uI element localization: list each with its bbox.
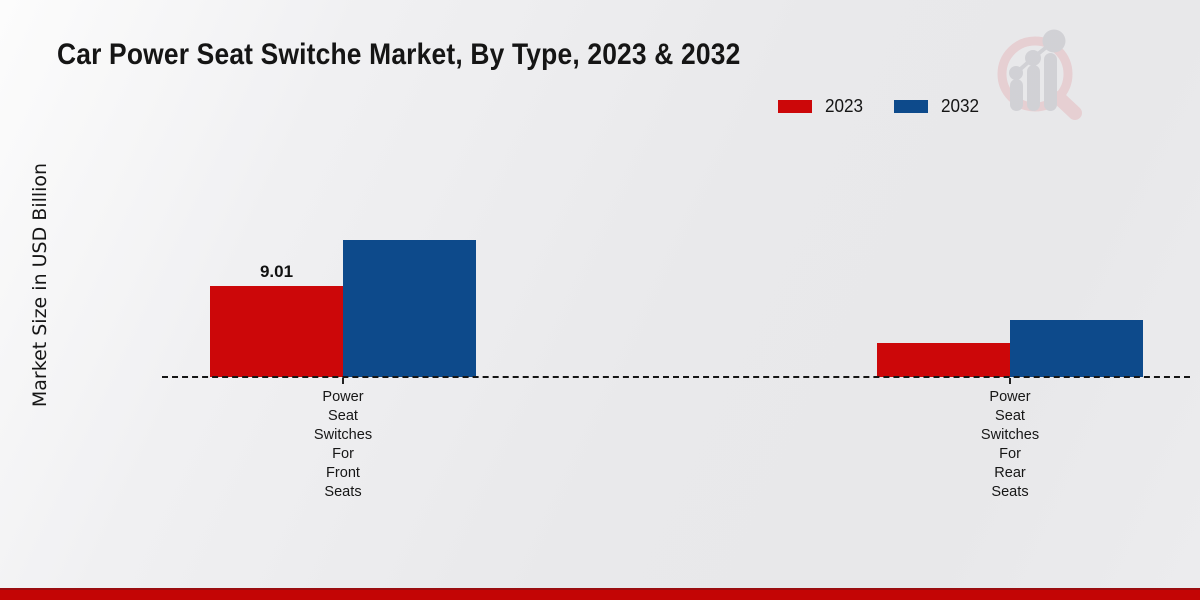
y-axis-label: Market Size in USD Billion: [29, 162, 51, 408]
x-category-label-power-seat-switches-for-front-seats: Power Seat Switches For Front Seats: [313, 388, 373, 500]
bar-2023-power-seat-switches-for-rear-seats: [877, 343, 1010, 377]
bar-2023-power-seat-switches-for-front-seats: [210, 286, 343, 377]
legend-swatch-2032: [894, 100, 929, 113]
bar-2032-power-seat-switches-for-rear-seats: [1010, 320, 1143, 377]
magnifier-bar-chart-logo-icon: [997, 29, 1082, 120]
x-tick-power-seat-switches-for-front-seats: [342, 378, 344, 384]
legend-swatch-2023: [778, 100, 812, 113]
legend-label-2032: 2032: [941, 96, 980, 116]
legend-label-2023: 2023: [825, 96, 864, 116]
legend-item-2032: 2032: [894, 96, 980, 117]
x-category-label-power-seat-switches-for-rear-seats: Power Seat Switches For Rear Seats: [980, 388, 1040, 500]
x-axis-baseline: [162, 376, 1190, 378]
bar-value-label: 9.01: [259, 262, 294, 281]
chart-title: Car Power Seat Switche Market, By Type, …: [57, 38, 741, 71]
bar-2032-power-seat-switches-for-front-seats: [343, 240, 476, 377]
legend-item-2023: 2023: [778, 96, 864, 117]
bottom-accent-bar: [0, 588, 1200, 600]
x-tick-power-seat-switches-for-rear-seats: [1009, 378, 1011, 384]
legend: 2023 2032: [778, 96, 980, 117]
